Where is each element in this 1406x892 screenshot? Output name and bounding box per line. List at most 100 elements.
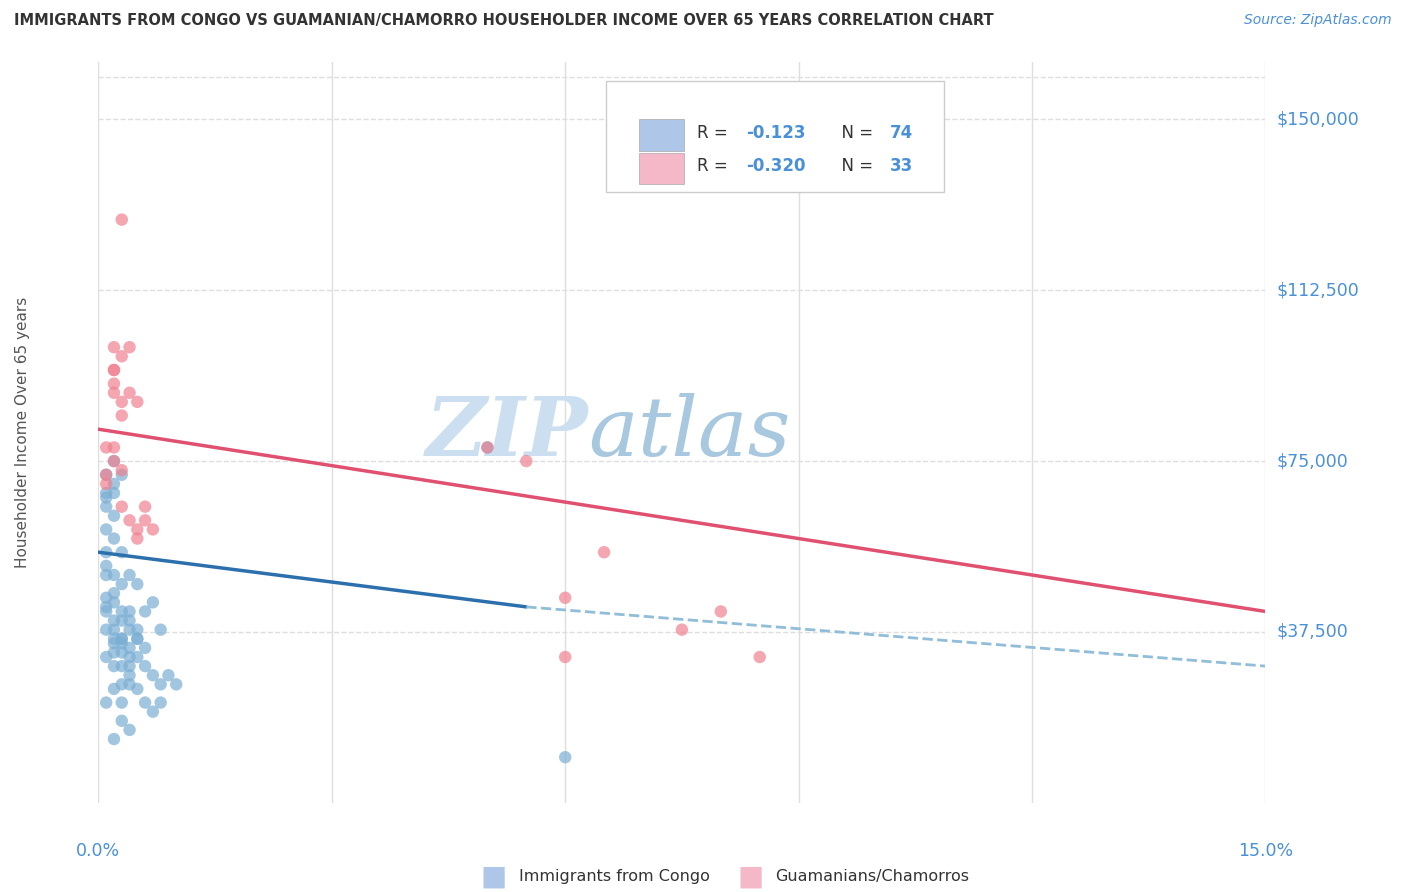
Point [118, 568, 141, 582]
Point [111, 212, 134, 227]
FancyBboxPatch shape [606, 81, 945, 192]
Point [111, 577, 134, 591]
Point [127, 632, 149, 646]
Point [118, 640, 141, 655]
Point [96, 604, 118, 618]
Point [157, 668, 180, 682]
Point [103, 363, 125, 377]
Text: $150,000: $150,000 [1277, 111, 1360, 128]
Text: ■: ■ [737, 863, 763, 891]
Point [111, 395, 134, 409]
Point [554, 750, 576, 764]
Point [118, 623, 141, 637]
Text: N =: N = [831, 124, 879, 142]
Point [111, 632, 134, 646]
Point [103, 645, 125, 659]
Point [96, 467, 118, 482]
Text: -0.123: -0.123 [747, 124, 806, 142]
Text: 33: 33 [890, 157, 912, 175]
Point [134, 640, 156, 655]
Point [103, 681, 125, 696]
Point [111, 604, 134, 618]
Point [111, 714, 134, 728]
Point [103, 636, 125, 650]
Point [103, 340, 125, 354]
Point [149, 623, 172, 637]
Point [111, 677, 134, 691]
Point [118, 723, 141, 737]
FancyBboxPatch shape [638, 120, 685, 151]
Point [118, 668, 141, 682]
Text: atlas: atlas [589, 392, 792, 473]
Text: IMMIGRANTS FROM CONGO VS GUAMANIAN/CHAMORRO HOUSEHOLDER INCOME OVER 65 YEARS COR: IMMIGRANTS FROM CONGO VS GUAMANIAN/CHAMO… [14, 13, 994, 29]
Point [118, 604, 141, 618]
Point [111, 696, 134, 710]
Point [96, 486, 118, 500]
Point [103, 441, 125, 455]
Point [118, 340, 141, 354]
Point [103, 568, 125, 582]
Point [127, 681, 149, 696]
Point [118, 614, 141, 628]
Point [554, 650, 576, 665]
Point [96, 591, 118, 605]
Point [149, 696, 172, 710]
Point [142, 668, 165, 682]
Point [111, 467, 134, 482]
Point [96, 441, 118, 455]
Point [103, 595, 125, 609]
Point [111, 636, 134, 650]
Point [96, 599, 118, 614]
Point [118, 513, 141, 527]
Point [103, 454, 125, 468]
Point [127, 532, 149, 546]
Point [103, 363, 125, 377]
Text: Householder Income Over 65 years: Householder Income Over 65 years [14, 297, 30, 568]
Point [96, 545, 118, 559]
Point [134, 659, 156, 673]
Point [96, 500, 118, 514]
Point [477, 441, 499, 455]
Point [111, 500, 134, 514]
Point [103, 476, 125, 491]
Text: 15.0%: 15.0% [1237, 842, 1294, 860]
Point [127, 523, 149, 537]
Text: 74: 74 [890, 124, 912, 142]
Point [96, 696, 118, 710]
Point [127, 623, 149, 637]
Point [96, 650, 118, 665]
Point [103, 623, 125, 637]
Text: 0.0%: 0.0% [76, 842, 121, 860]
Point [103, 614, 125, 628]
Point [111, 463, 134, 477]
Text: ZIP: ZIP [426, 392, 589, 473]
Text: Immigrants from Congo: Immigrants from Congo [519, 870, 710, 884]
Point [118, 650, 141, 665]
Text: $75,000: $75,000 [1277, 452, 1348, 470]
Point [96, 467, 118, 482]
Point [671, 623, 693, 637]
Point [103, 632, 125, 646]
Point [165, 677, 187, 691]
Point [111, 614, 134, 628]
Point [103, 376, 125, 391]
Point [103, 454, 125, 468]
Point [118, 659, 141, 673]
Point [593, 545, 616, 559]
Text: $37,500: $37,500 [1277, 623, 1348, 641]
Point [111, 659, 134, 673]
FancyBboxPatch shape [638, 153, 685, 184]
Point [96, 523, 118, 537]
Point [103, 385, 125, 400]
Point [111, 645, 134, 659]
Point [103, 508, 125, 523]
Point [748, 650, 770, 665]
Point [96, 623, 118, 637]
Point [118, 385, 141, 400]
Point [127, 632, 149, 646]
Point [111, 409, 134, 423]
Point [477, 441, 499, 455]
Text: R =: R = [697, 124, 733, 142]
Point [134, 604, 156, 618]
Point [103, 532, 125, 546]
